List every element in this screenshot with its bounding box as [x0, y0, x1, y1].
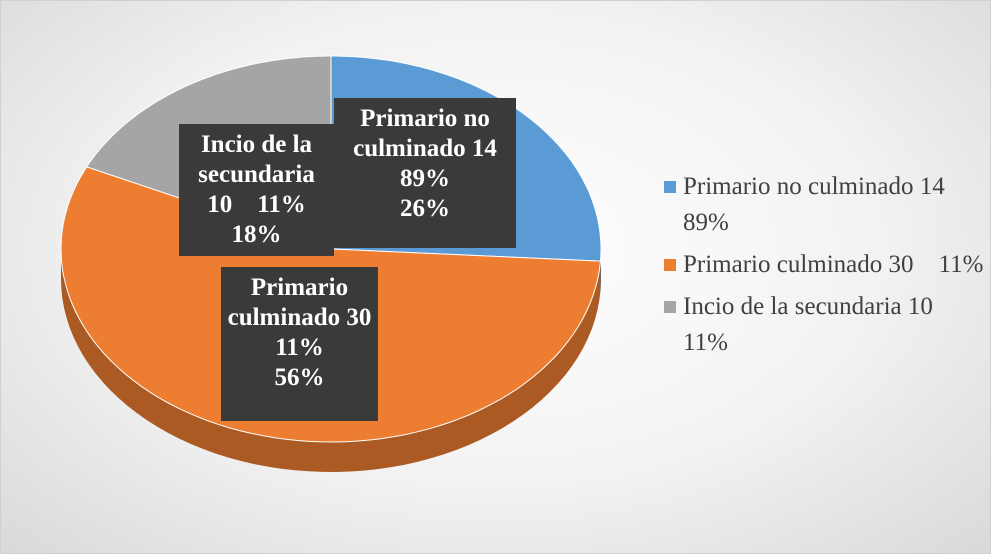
data-label-category: Primario no culminado 14 89%	[353, 105, 522, 192]
data-label: Primario no culminado 14 89% 26%	[334, 98, 516, 248]
data-label-value: 56%	[274, 364, 325, 391]
legend-swatch	[664, 181, 676, 193]
legend-label: Primario culminado 30 11%	[683, 251, 984, 278]
legend-entry: Primario culminado 30 11%	[664, 247, 984, 283]
data-label-category: Incio de la secundaria 10 11%	[198, 131, 322, 218]
data-label-value: 18%	[231, 221, 282, 248]
legend-entry: Primario no culminado 14 89%	[664, 169, 984, 241]
legend-entry: Incio de la secundaria 10 11%	[664, 289, 984, 361]
data-label-value: 26%	[400, 195, 450, 222]
legend-swatch	[664, 259, 676, 271]
legend-swatch	[664, 301, 676, 313]
data-label: Primario culminado 30 11% 56%	[221, 267, 378, 421]
legend: Primario no culminado 14 89% Primario cul…	[664, 169, 984, 367]
legend-label: Primario no culminado 14 89%	[683, 173, 970, 236]
data-label: Incio de la secundaria 10 11% 18%	[179, 124, 334, 256]
data-label-category: Primario culminado 30 11%	[227, 274, 397, 361]
legend-label: Incio de la secundaria 10 11%	[683, 293, 958, 356]
